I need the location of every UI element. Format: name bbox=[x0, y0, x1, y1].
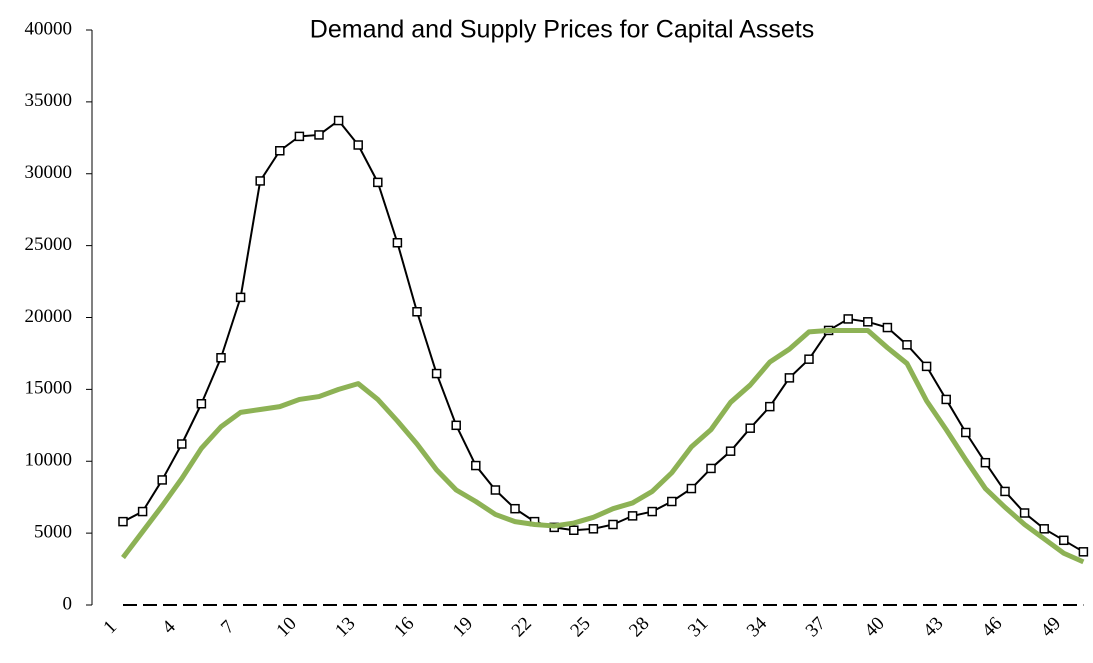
y-tick-label: 5000 bbox=[34, 521, 72, 542]
y-tick-label: 40000 bbox=[25, 18, 73, 39]
point-marker bbox=[1039, 524, 1049, 534]
point-marker bbox=[667, 496, 677, 507]
point-marker bbox=[725, 446, 736, 456]
x-tick-label: 13 bbox=[331, 613, 359, 641]
x-tick-label: 19 bbox=[449, 613, 477, 641]
series-line bbox=[121, 327, 1085, 565]
x-tick-label: 22 bbox=[508, 613, 536, 641]
point-marker bbox=[902, 340, 912, 350]
x-tick-label: 43 bbox=[919, 613, 947, 641]
point-marker bbox=[118, 516, 128, 527]
point-marker bbox=[863, 317, 873, 327]
x-tick-label: 40 bbox=[860, 613, 888, 641]
point-marker bbox=[745, 423, 755, 433]
x-tick-label: 16 bbox=[390, 613, 418, 641]
point-marker bbox=[294, 131, 305, 142]
x-tick-label: 34 bbox=[743, 613, 772, 642]
point-marker bbox=[451, 420, 461, 431]
point-marker bbox=[588, 524, 599, 534]
point-marker bbox=[627, 511, 638, 521]
point-marker bbox=[980, 457, 991, 468]
x-tick-label: 31 bbox=[684, 613, 712, 641]
point-marker bbox=[177, 439, 187, 449]
point-marker bbox=[373, 177, 383, 188]
point-marker bbox=[1078, 547, 1089, 557]
point-marker bbox=[1059, 535, 1069, 546]
point-marker bbox=[921, 361, 932, 372]
point-marker bbox=[216, 353, 226, 363]
point-marker bbox=[392, 238, 403, 248]
point-marker bbox=[784, 373, 795, 383]
x-tick-label: 10 bbox=[272, 613, 300, 641]
y-tick-label: 15000 bbox=[25, 378, 73, 399]
point-marker bbox=[431, 368, 442, 379]
x-tick-label: 49 bbox=[1037, 613, 1065, 641]
chart-title: Demand and Supply Prices for Capital Ass… bbox=[310, 16, 814, 44]
point-marker bbox=[255, 176, 265, 186]
point-marker bbox=[412, 307, 422, 317]
point-marker bbox=[490, 485, 501, 495]
y-tick-label: 0 bbox=[63, 593, 73, 614]
x-tick-label: 37 bbox=[802, 613, 830, 641]
y-tick-label: 10000 bbox=[25, 450, 73, 471]
x-tick-label: 46 bbox=[978, 613, 1006, 641]
point-marker bbox=[569, 525, 579, 535]
point-marker bbox=[1000, 486, 1010, 497]
x-tick-label: 28 bbox=[625, 613, 653, 641]
point-marker bbox=[706, 463, 716, 474]
point-marker bbox=[235, 292, 246, 303]
y-tick-label: 30000 bbox=[25, 162, 73, 183]
y-tick-label: 35000 bbox=[25, 90, 73, 111]
point-marker bbox=[765, 401, 775, 412]
point-marker bbox=[843, 314, 853, 324]
point-marker bbox=[686, 483, 697, 494]
point-marker bbox=[608, 519, 618, 530]
point-marker bbox=[510, 503, 520, 514]
point-marker bbox=[647, 506, 657, 517]
point-marker bbox=[157, 475, 167, 485]
point-marker bbox=[137, 506, 148, 517]
point-marker bbox=[941, 394, 951, 405]
point-marker bbox=[333, 115, 344, 126]
point-marker bbox=[961, 427, 971, 438]
point-marker bbox=[314, 130, 324, 140]
point-marker bbox=[882, 322, 893, 333]
point-marker bbox=[471, 460, 481, 471]
y-tick-label: 25000 bbox=[25, 234, 73, 255]
y-tick-label: 20000 bbox=[25, 306, 73, 327]
x-tick-label: 1 bbox=[99, 616, 121, 638]
x-tick-label: 25 bbox=[566, 613, 594, 641]
x-tick-label: 7 bbox=[217, 616, 239, 638]
point-marker bbox=[196, 399, 207, 409]
point-marker bbox=[804, 354, 814, 364]
x-tick-label: 4 bbox=[158, 616, 180, 638]
point-marker bbox=[275, 146, 285, 156]
point-marker bbox=[353, 140, 363, 150]
series-line bbox=[122, 119, 1084, 553]
point-marker bbox=[1019, 508, 1030, 518]
